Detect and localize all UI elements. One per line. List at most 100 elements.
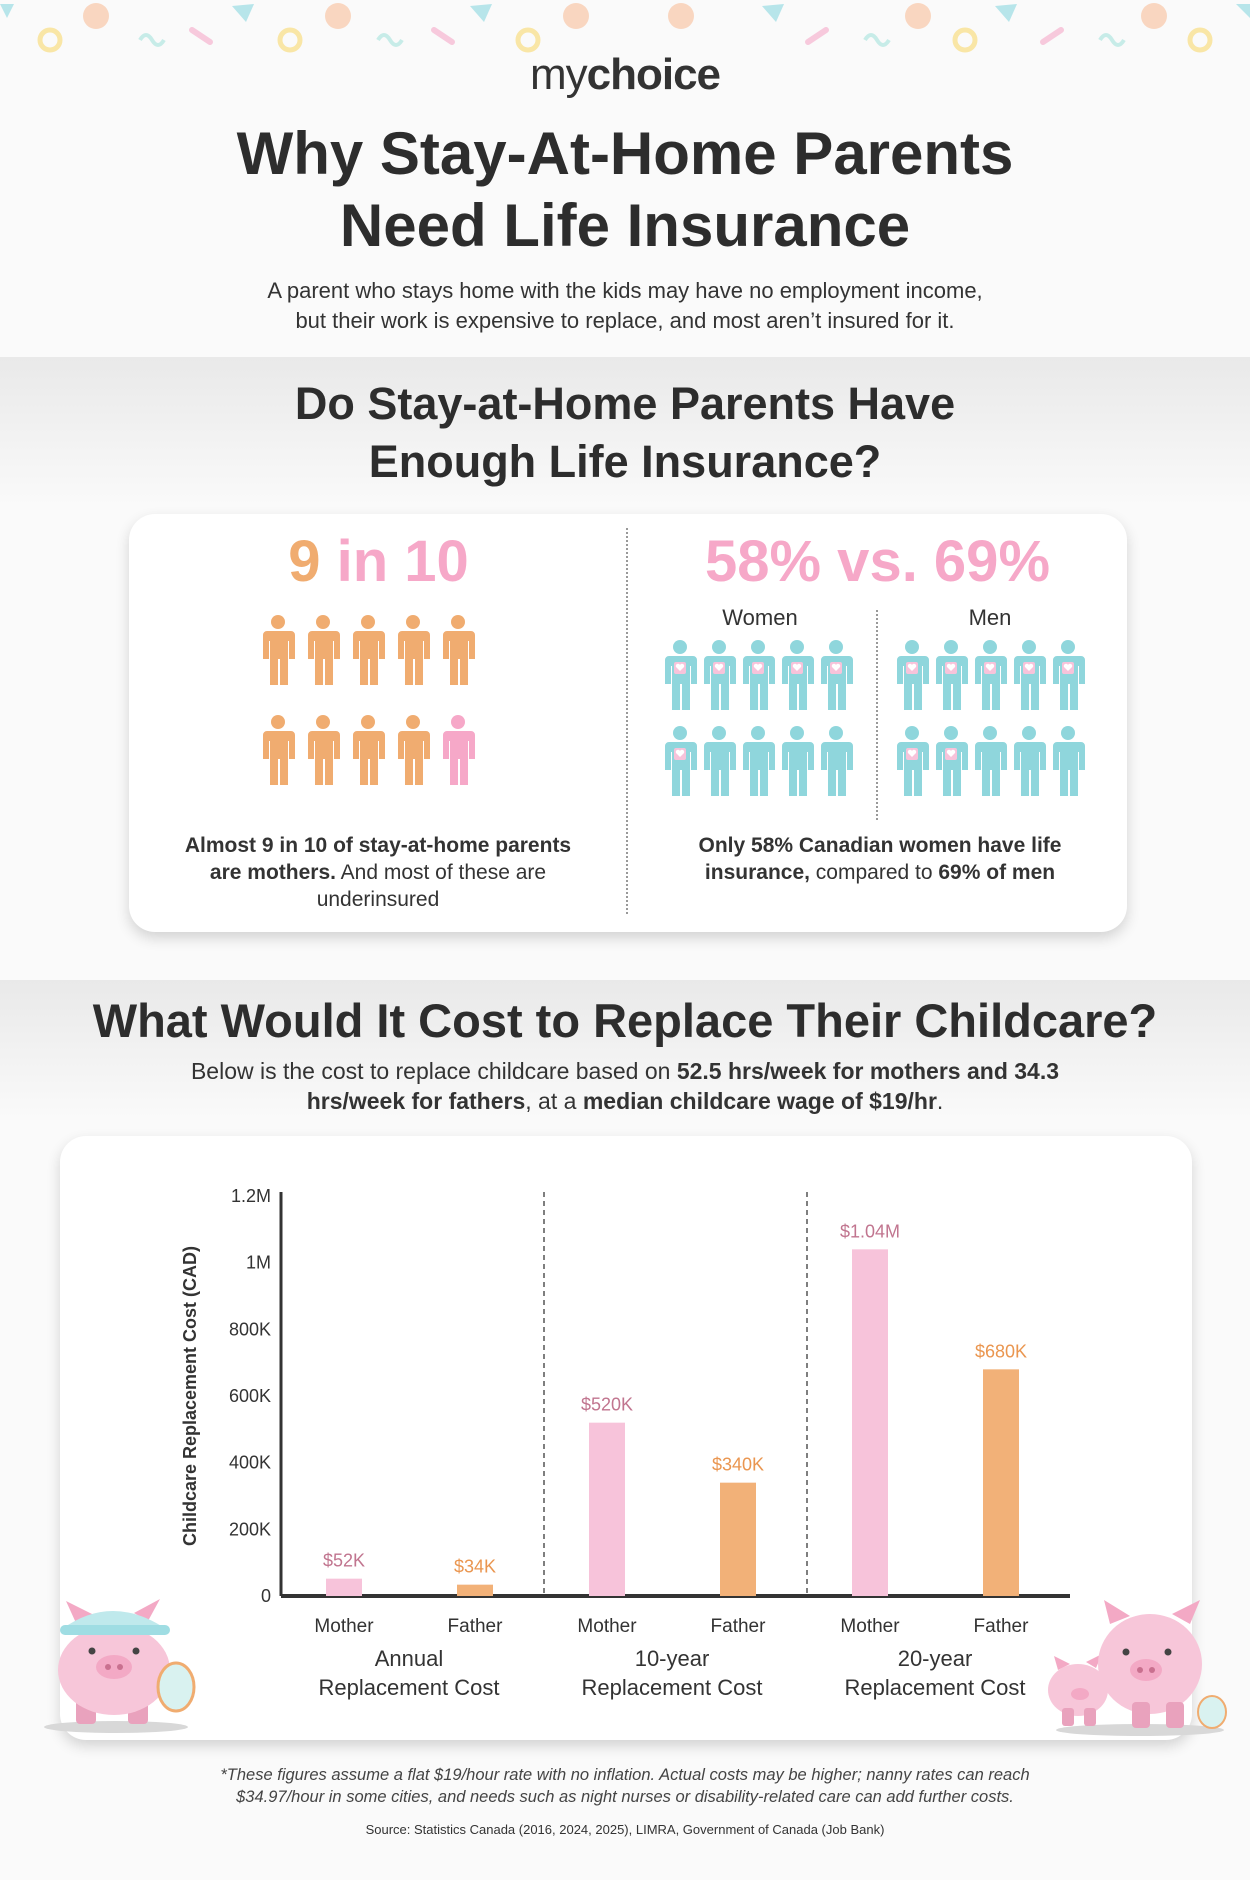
group-label-line2: Replacement Cost bbox=[845, 1675, 1026, 1700]
man-person-icon bbox=[897, 726, 929, 796]
bar-father bbox=[983, 1369, 1019, 1596]
stat-58-vs-69: 58% vs. 69% bbox=[704, 529, 1051, 594]
bar-category-label: Mother bbox=[840, 1616, 900, 1637]
parents-people-icons bbox=[263, 615, 475, 785]
section2-band bbox=[0, 980, 1250, 1120]
sub-end: . bbox=[936, 1088, 944, 1114]
woman-person-icon bbox=[665, 640, 697, 710]
bar-value-label: $1.04M bbox=[840, 1221, 900, 1241]
bar-value-label: $52K bbox=[323, 1551, 365, 1571]
men-people-icons bbox=[897, 640, 1085, 796]
woman-person-icon bbox=[704, 726, 736, 796]
sub-mid: , at a bbox=[525, 1088, 583, 1114]
pig-mascot-left-icon bbox=[44, 1599, 196, 1733]
insurance-stats-card bbox=[129, 514, 1127, 932]
section1-title: Do Stay-at-Home Parents Have Enough Life… bbox=[0, 375, 1250, 491]
footnote-line1: *These figures assume a flat $19/hour ra… bbox=[220, 1766, 1030, 1784]
bar-father bbox=[720, 1482, 756, 1596]
stat-mid: in bbox=[320, 529, 405, 594]
parent-person-icon bbox=[398, 715, 430, 785]
group-label-line2: Replacement Cost bbox=[582, 1675, 763, 1700]
group-label-line1: 10-year bbox=[635, 1646, 710, 1671]
man-person-icon bbox=[975, 726, 1007, 796]
intro-text: A parent who stays home with the kids ma… bbox=[200, 276, 1050, 336]
y-tick-label: 1.2M bbox=[231, 1186, 271, 1206]
woman-person-icon bbox=[821, 640, 853, 710]
bar-value-label: $520K bbox=[581, 1395, 633, 1415]
brand-logo: mychoice bbox=[0, 50, 1250, 100]
mothers-caption-bold: Almost 9 in 10 of stay-at-home parents a… bbox=[184, 834, 572, 884]
man-person-icon bbox=[1014, 640, 1046, 710]
bar-value-label: $680K bbox=[975, 1341, 1027, 1361]
bar-category-label: Father bbox=[974, 1616, 1030, 1637]
footnote-line2: $34.97/hour in some cities, and needs su… bbox=[236, 1788, 1014, 1806]
bar-category-label: Mother bbox=[314, 1616, 374, 1637]
woman-person-icon bbox=[665, 726, 697, 796]
woman-person-icon bbox=[821, 726, 853, 796]
section1-title-line1: Do Stay-at-Home Parents Have bbox=[294, 378, 956, 429]
y-tick-label: 200K bbox=[229, 1519, 271, 1539]
y-tick-label: 0 bbox=[261, 1586, 271, 1606]
intro-line1: A parent who stays home with the kids ma… bbox=[267, 278, 983, 303]
replacement-cost-chart: Childcare Replacement Cost (CAD) 0 200K 400… bbox=[180, 1186, 1070, 1700]
gender-divider bbox=[876, 610, 878, 820]
parent-person-icon bbox=[263, 715, 295, 785]
man-person-icon bbox=[936, 726, 968, 796]
y-tick-label: 800K bbox=[229, 1319, 271, 1339]
man-person-icon bbox=[936, 640, 968, 710]
mothers-caption: Almost 9 in 10 of stay-at-home parents a… bbox=[180, 832, 576, 913]
man-person-icon bbox=[975, 640, 1007, 710]
bar-category-label: Mother bbox=[577, 1616, 637, 1637]
stat-num2: 10 bbox=[404, 529, 469, 594]
parent-person-icon bbox=[398, 615, 430, 685]
card-divider bbox=[626, 528, 628, 914]
woman-person-icon bbox=[704, 640, 736, 710]
y-tick-label: 600K bbox=[229, 1386, 271, 1406]
gender-caption-bold2: 69% of men bbox=[938, 861, 1056, 884]
parent-person-icon bbox=[353, 715, 385, 785]
woman-person-icon bbox=[782, 726, 814, 796]
parent-person-icon bbox=[353, 615, 385, 685]
section1-title-line2: Enough Life Insurance? bbox=[368, 436, 882, 487]
section1-band bbox=[0, 357, 1250, 507]
woman-person-icon bbox=[743, 726, 775, 796]
bar-category-label: Father bbox=[448, 1616, 504, 1637]
source-text: Source: Statistics Canada (2016, 2024, 2… bbox=[365, 1822, 885, 1837]
footnote: *These figures assume a flat $19/hour ra… bbox=[150, 1764, 1100, 1808]
gender-caption: Only 58% Canadian women have life insura… bbox=[680, 832, 1080, 886]
group-label-line1: 20-year bbox=[898, 1646, 973, 1671]
bar-mother bbox=[852, 1249, 888, 1596]
man-person-icon bbox=[1053, 726, 1085, 796]
parent-person-icon bbox=[443, 715, 475, 785]
confetti-decoration bbox=[0, 3, 1250, 53]
sub-bold1: 52.5 hrs/week for mothers and 34.3 hrs/w… bbox=[306, 1058, 1060, 1114]
bar-mother bbox=[326, 1578, 362, 1596]
intro-line2: but their work is expensive to replace, … bbox=[295, 308, 955, 333]
women-people-icons bbox=[665, 640, 853, 796]
section2-title: What Would It Cost to Replace Their Chil… bbox=[92, 994, 1158, 1047]
bar-mother bbox=[589, 1422, 625, 1596]
man-person-icon bbox=[1053, 640, 1085, 710]
section2-subtitle: Below is the cost to replace childcare b… bbox=[150, 1056, 1100, 1116]
parent-person-icon bbox=[443, 615, 475, 685]
parent-person-icon bbox=[263, 615, 295, 685]
stat-9-in-10: 9 in 10 bbox=[129, 528, 628, 595]
group-label-line1: Annual bbox=[375, 1646, 444, 1671]
men-label: Men bbox=[968, 605, 1012, 630]
logo-choice: choice bbox=[586, 50, 721, 99]
parent-person-icon bbox=[308, 715, 340, 785]
mothers-caption-rest: And most of these are underinsured bbox=[316, 861, 547, 911]
y-tick-label: 400K bbox=[229, 1453, 271, 1473]
man-person-icon bbox=[897, 640, 929, 710]
woman-person-icon bbox=[782, 640, 814, 710]
bar-category-label: Father bbox=[711, 1616, 767, 1637]
sub-bold2: median childcare wage of $19/hr bbox=[582, 1088, 937, 1114]
y-tick-label: 1M bbox=[246, 1253, 271, 1273]
page-title-line1: Why Stay-At-Home Parents bbox=[236, 120, 1014, 187]
sub-pre: Below is the cost to replace childcare b… bbox=[190, 1058, 677, 1084]
page-title-line2: Need Life Insurance bbox=[339, 192, 911, 259]
parent-person-icon bbox=[308, 615, 340, 685]
man-person-icon bbox=[1014, 726, 1046, 796]
woman-person-icon bbox=[743, 640, 775, 710]
pig-mascots-right-icon bbox=[1048, 1600, 1227, 1736]
